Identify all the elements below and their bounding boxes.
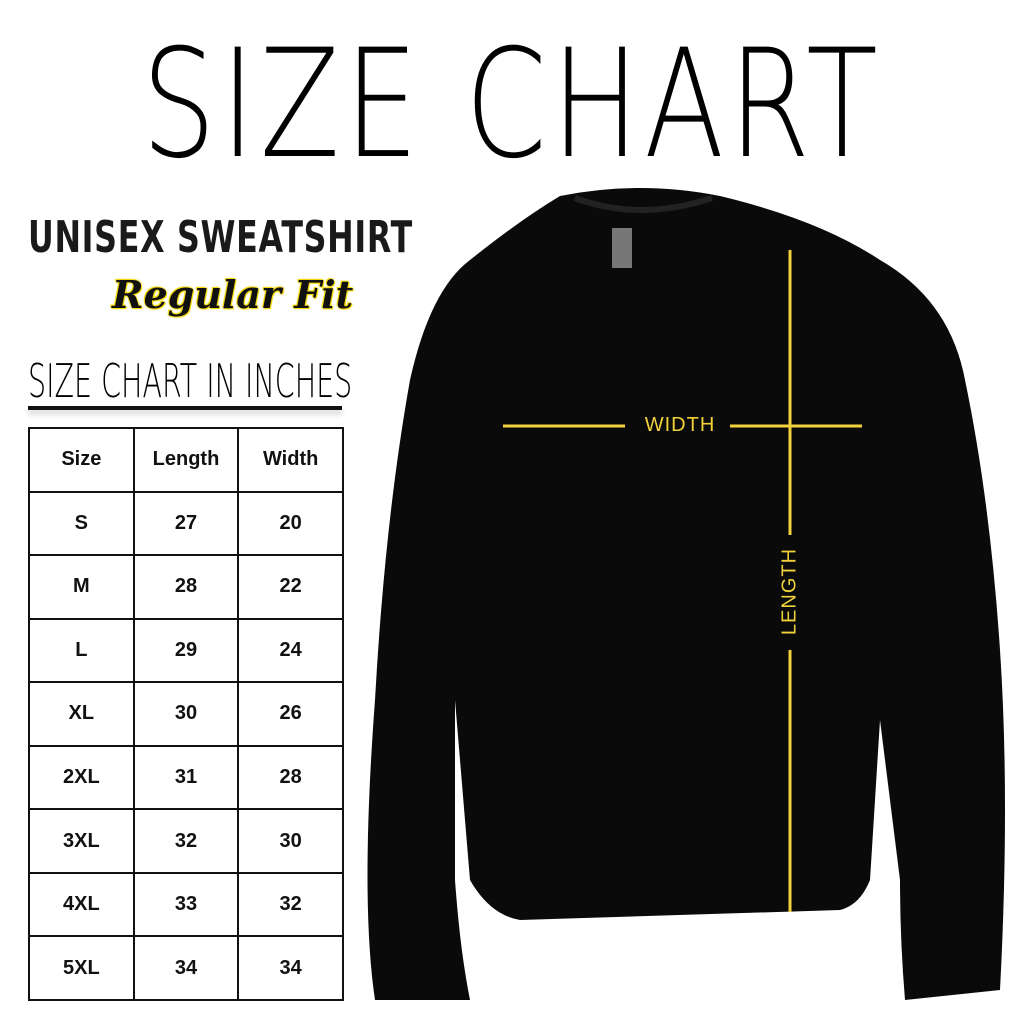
sweatshirt-body [367,188,1005,1000]
table-row: XL 30 26 [28,681,344,747]
table-cell: 22 [237,554,344,620]
neck-label [612,228,632,268]
table-cell: 2XL [28,744,135,811]
table-cell: XL [28,681,135,747]
table-row: 3XL 32 30 [28,808,344,874]
table-row: M 28 22 [28,554,344,620]
table-cell: 3XL [28,808,135,874]
table-cell: 34 [237,935,344,1001]
table-row: 5XL 34 34 [28,935,344,1001]
table-row: 2XL 31 28 [28,744,344,811]
table-cell: 24 [237,617,344,684]
table-cell: 34 [132,935,240,1001]
table-row: 4XL 33 32 [28,871,344,938]
table-cell: 30 [132,681,240,747]
table-title: SIZE CHART IN INCHES [28,354,353,408]
table-cell: 20 [237,490,344,557]
table-cell: 33 [132,871,240,938]
table-row: S 27 20 [28,490,344,557]
table-cell: M [28,554,135,620]
table-cell: 26 [237,681,344,747]
table-cell: 28 [237,744,344,811]
table-cell: 29 [132,617,240,684]
table-cell: S [28,490,135,557]
table-row: L 29 24 [28,617,344,684]
table-cell: 28 [132,554,240,620]
table-cell: 27 [132,490,240,557]
table-header-row: Size Length Width [28,427,344,493]
table-cell: Width [237,427,344,493]
table-cell: L [28,617,135,684]
title-underline [28,406,342,410]
table-cell: 30 [237,808,344,874]
width-label: WIDTH [644,414,716,436]
table-cell: Length [132,427,240,493]
table-cell: 31 [132,744,240,811]
page-title: SIZE CHART [141,18,883,192]
collar [573,195,713,213]
table-cell: 4XL [28,871,135,938]
product-name: UNISEX SWEATSHIRT [28,212,413,263]
table-cell: Size [28,427,135,493]
table-cell: 5XL [28,935,135,1001]
table-cell: 32 [132,808,240,874]
length-label: LENGTH [778,547,801,636]
fit-label: Regular Fit [112,272,354,317]
table-cell: 32 [237,871,344,938]
size-table: Size Length Width S 27 20 M 28 22 L 29 24 XL 30 26 2XL 3… [28,427,344,1001]
